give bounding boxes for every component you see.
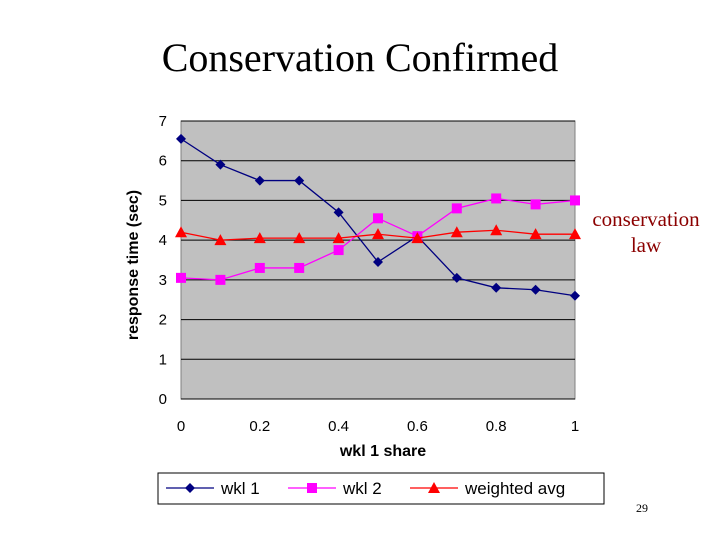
legend-box: [157, 472, 605, 505]
x-axis-title: wkl 1 share: [339, 443, 426, 460]
x-tick-label: 0.6: [407, 418, 428, 435]
data-point: [294, 262, 305, 273]
data-point: [450, 226, 463, 238]
data-point: [254, 175, 265, 186]
y-axis-title: response time (sec): [125, 190, 142, 340]
data-point: [373, 213, 383, 224]
series-2: [176, 193, 580, 285]
data-point: [428, 482, 440, 493]
series-3: [175, 224, 581, 246]
x-tick-label: 1: [571, 418, 579, 435]
data-point: [451, 272, 462, 283]
data-point: [185, 483, 195, 493]
conservation-law-annotation: conservation law: [580, 206, 712, 258]
y-tick-label: 6: [159, 153, 167, 170]
data-point: [372, 228, 384, 240]
data-point: [490, 224, 503, 236]
data-point: [294, 175, 305, 186]
data-point: [176, 133, 186, 144]
data-point: [215, 274, 226, 285]
data-point: [307, 483, 317, 493]
annotation-line-1: conservation: [592, 207, 700, 231]
data-point: [333, 245, 344, 256]
data-point: [214, 234, 227, 246]
data-point: [451, 203, 462, 214]
data-point: [215, 159, 226, 170]
data-point: [175, 226, 187, 238]
data-point: [529, 228, 542, 240]
legend-label: wkl 2: [342, 479, 382, 498]
data-point: [254, 262, 265, 273]
legend-label: wkl 1: [220, 479, 260, 498]
data-point: [253, 232, 266, 244]
y-tick-label: 1: [159, 351, 167, 368]
y-tick-label: 3: [159, 272, 167, 289]
data-point: [293, 232, 306, 244]
data-point: [530, 199, 541, 210]
annotation-line-2: law: [630, 233, 662, 257]
data-point: [570, 195, 580, 206]
y-tick-label: 7: [159, 113, 167, 130]
series-layer: [175, 133, 581, 301]
slide-title: Conservation Confirmed: [161, 35, 559, 80]
data-point: [491, 282, 502, 293]
data-point: [411, 232, 424, 244]
data-point: [373, 256, 383, 267]
y-axis-ticks: 0 1 2 3 4 5 6 7: [159, 113, 167, 408]
data-point: [332, 232, 345, 244]
legend: wkl 1 wkl 2 weighted avg: [157, 472, 605, 505]
x-tick-label: 0.8: [486, 418, 507, 435]
x-axis-ticks: 0 0.2 0.4 0.6 0.8 1: [177, 418, 579, 435]
data-point: [530, 284, 541, 295]
x-tick-label: 0: [177, 418, 185, 435]
data-point: [491, 193, 502, 204]
data-point: [176, 272, 186, 283]
legend-label: weighted avg: [464, 479, 565, 498]
page-number: 29: [636, 501, 648, 515]
data-point: [570, 290, 580, 301]
legend-item: wkl 2: [288, 479, 382, 498]
y-tick-label: 0: [159, 391, 167, 408]
data-point: [333, 207, 344, 218]
y-tick-label: 5: [159, 192, 167, 209]
data-point: [569, 228, 581, 240]
y-tick-label: 2: [159, 312, 167, 329]
legend-item: wkl 1: [166, 479, 260, 498]
x-tick-label: 0.2: [249, 418, 270, 435]
y-tick-label: 4: [159, 232, 167, 249]
legend-item: weighted avg: [410, 479, 565, 498]
gridlines: [181, 120, 575, 400]
x-tick-label: 0.4: [328, 418, 349, 435]
